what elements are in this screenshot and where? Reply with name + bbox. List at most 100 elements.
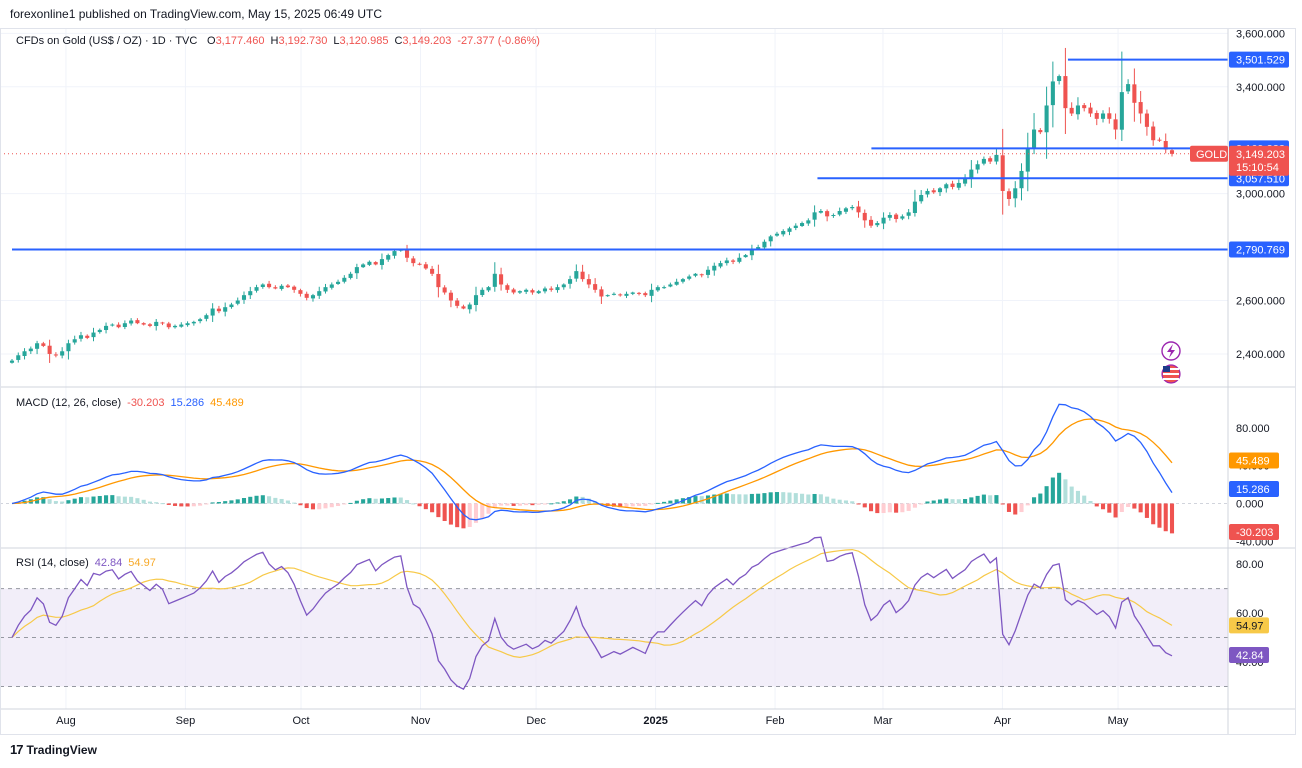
- candle-body: [304, 293, 309, 298]
- candle-body: [1132, 84, 1137, 103]
- macd-hist-bar: [542, 503, 548, 505]
- macd-hist-bar: [1006, 503, 1012, 512]
- macd-hist-bar: [97, 495, 102, 504]
- macd-hist-bar: [461, 503, 466, 529]
- macd-hist-bar: [586, 498, 591, 504]
- macd-value-tag: [1229, 481, 1279, 498]
- macd-hist-bar: [806, 494, 811, 504]
- macd-pane[interactable]: [0, 403, 1228, 534]
- candle-body: [22, 351, 27, 356]
- level-price-label: 3,057.510: [1236, 173, 1285, 185]
- macd-hist-bar: [687, 497, 692, 504]
- price-tick-label: 2,400.000: [1236, 349, 1285, 361]
- candle-body: [204, 315, 209, 319]
- macd-hist-bar: [737, 494, 742, 504]
- macd-hist-bar: [1019, 503, 1024, 513]
- macd-hist-bar: [1050, 477, 1055, 504]
- candle-body: [768, 236, 773, 242]
- macd-hist-bar: [580, 496, 585, 504]
- macd-hist-bar: [906, 503, 911, 511]
- macd-hist-bar: [787, 492, 792, 504]
- candle-body: [818, 211, 823, 213]
- macd-hist-bar: [317, 503, 322, 510]
- macd-hist-bar: [160, 503, 165, 505]
- macd-hist-bar: [636, 503, 642, 506]
- level-price-tag: [1229, 51, 1289, 68]
- legend-c-label: C: [394, 35, 402, 47]
- price-pane[interactable]: [0, 47, 1228, 364]
- macd-hist-bar: [549, 503, 554, 505]
- candle-body: [417, 263, 422, 265]
- candle-body: [216, 308, 221, 312]
- macd-hist-bar: [66, 500, 71, 504]
- macd-hist-bar: [718, 493, 723, 504]
- macd-hist-bar: [436, 503, 441, 518]
- candle-body: [969, 169, 974, 179]
- candle-body: [680, 279, 685, 282]
- candle-body: [956, 182, 961, 188]
- price-tick-label: 2,600.000: [1236, 296, 1285, 308]
- macd-hist-bar: [448, 503, 453, 525]
- macd-hist-bar: [499, 503, 504, 506]
- lightning-icon[interactable]: [1161, 341, 1181, 361]
- footer-brand-name: TradingView: [26, 742, 97, 757]
- macd-hist-bar: [699, 496, 704, 504]
- macd-hist-bar: [1038, 493, 1043, 504]
- macd-hist-bar: [467, 503, 472, 527]
- candle-body: [994, 154, 999, 162]
- candle-body: [555, 287, 560, 291]
- macd-hist-bar: [705, 495, 711, 504]
- candle-body: [505, 285, 510, 290]
- rsi-legend: RSI (14, close) 42.84 54.97: [16, 557, 156, 569]
- legend-l-label: L: [333, 35, 339, 47]
- candle-body: [1044, 105, 1049, 133]
- candle-body: [950, 183, 955, 187]
- macd-hist-bar: [348, 502, 353, 504]
- candle-body: [430, 268, 435, 274]
- chart-canvas[interactable]: Aug Sep Oct Nov Dec 2025 Feb Mar Apr May 2,400.000…: [0, 24, 1302, 738]
- last-price-label: 3,149.203: [1236, 149, 1285, 161]
- candle-body: [536, 291, 541, 294]
- candle-body: [1151, 126, 1156, 141]
- rsi-pane[interactable]: [0, 536, 1228, 690]
- candle-body: [1075, 105, 1080, 115]
- candle-body: [800, 223, 805, 227]
- macd-hist-bar: [931, 500, 936, 504]
- candle-body: [705, 269, 711, 275]
- macd-hist-bar: [373, 498, 378, 504]
- macd-hist-bar: [517, 503, 522, 506]
- candle-body: [129, 320, 134, 324]
- macd-hist-bar: [894, 503, 899, 513]
- candle-body: [235, 300, 240, 304]
- chart-frame: [0, 28, 1296, 735]
- macd-hist-bar: [279, 498, 284, 504]
- candle-body: [981, 158, 986, 164]
- candle-body: [292, 286, 297, 290]
- macd-hist-bar: [179, 503, 184, 507]
- macd-hist-bar: [122, 496, 127, 504]
- candle-body: [1038, 130, 1043, 133]
- macd-hist-bar: [229, 500, 234, 504]
- candle-body: [931, 190, 936, 193]
- candle-body: [41, 343, 46, 346]
- macd-hist-bar: [1113, 503, 1118, 518]
- macd-hist-bar: [856, 503, 861, 505]
- price-legend-symbol: CFDs on Gold (US$ / OZ) · 1D · TVC: [16, 35, 197, 47]
- candle-body: [655, 287, 660, 291]
- candle-body: [91, 332, 96, 338]
- candle-body: [185, 323, 190, 326]
- candle-body: [894, 214, 899, 220]
- macd-hist-bar: [1169, 503, 1175, 534]
- candle-body: [35, 343, 40, 349]
- macd-hist-bar: [379, 498, 384, 504]
- macd-legend: MACD (12, 26, close) -30.203 15.286 45.489: [16, 397, 244, 409]
- candle-body: [1006, 191, 1012, 199]
- macd-hist-bar: [1163, 503, 1168, 532]
- candle-body: [354, 267, 359, 274]
- candle-body: [906, 212, 911, 216]
- us-flag-icon[interactable]: [1161, 364, 1181, 384]
- candle-body: [900, 216, 905, 219]
- candle-body: [868, 219, 874, 226]
- macd-hist-bar: [354, 500, 359, 504]
- candle-body: [66, 343, 71, 352]
